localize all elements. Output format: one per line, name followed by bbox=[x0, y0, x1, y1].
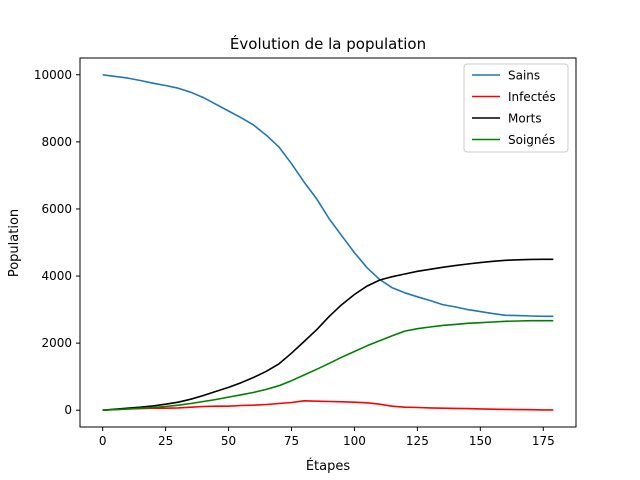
y-tick-label: 4000 bbox=[41, 269, 72, 283]
x-tick-label: 25 bbox=[158, 434, 173, 448]
legend-box bbox=[463, 63, 569, 153]
y-tick-label: 2000 bbox=[41, 336, 72, 350]
legend-label-0: Sains bbox=[508, 69, 540, 83]
x-tick-label: 150 bbox=[469, 434, 492, 448]
y-axis: 0 2000 4000 6000 8000 10000 bbox=[34, 68, 80, 417]
x-tick-label: 175 bbox=[532, 434, 555, 448]
chart-title: Évolution de la population bbox=[230, 34, 426, 53]
x-axis: 0 25 50 75 100 125 150 175 bbox=[99, 427, 555, 448]
y-axis-label: Population bbox=[7, 209, 22, 277]
y-tick-label: 0 bbox=[64, 403, 72, 417]
x-tick-label: 75 bbox=[284, 434, 299, 448]
series-line-2 bbox=[102, 258, 554, 411]
legend-label-3: Soignés bbox=[508, 133, 555, 147]
y-tick-label: 8000 bbox=[41, 135, 72, 149]
series-line-3 bbox=[102, 319, 554, 411]
legend: Sains Infectés Morts Soignés bbox=[463, 63, 569, 153]
series-line-0 bbox=[102, 74, 554, 318]
series-line-1 bbox=[102, 399, 554, 411]
x-tick-label: 125 bbox=[406, 434, 429, 448]
plot-lines bbox=[102, 74, 554, 411]
legend-label-2: Morts bbox=[508, 112, 542, 126]
y-tick-label: 6000 bbox=[41, 202, 72, 216]
legend-label-1: Infectés bbox=[508, 90, 556, 104]
x-tick-label: 0 bbox=[99, 434, 107, 448]
x-tick-label: 50 bbox=[221, 434, 236, 448]
x-axis-label: Étapes bbox=[306, 458, 351, 474]
plot-frame bbox=[79, 57, 577, 428]
y-tick-label: 10000 bbox=[34, 68, 72, 82]
x-tick-label: 100 bbox=[343, 434, 366, 448]
